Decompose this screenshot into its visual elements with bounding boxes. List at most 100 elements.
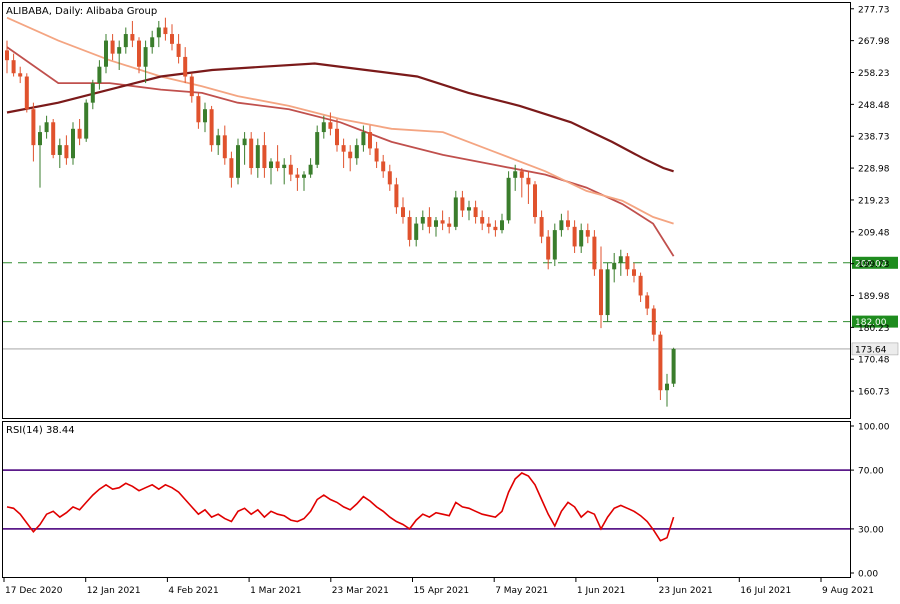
candle — [341, 138, 346, 169]
candle — [328, 112, 333, 136]
candle-body — [18, 73, 23, 77]
candle — [559, 213, 564, 237]
ma-line — [6, 16, 674, 225]
candle — [585, 223, 590, 244]
candle-body — [460, 197, 465, 211]
candle — [302, 171, 306, 191]
candle — [572, 220, 577, 253]
candle — [137, 37, 141, 74]
time-tick-label: 4 Feb 2021 — [168, 586, 218, 596]
candle — [645, 292, 650, 316]
candle-body — [5, 50, 9, 61]
candle — [236, 138, 240, 185]
candle-body — [592, 236, 597, 270]
candle — [90, 79, 95, 110]
candle — [44, 115, 49, 139]
rsi-tick-label: 100.00 — [858, 423, 890, 433]
time-tick-label: 23 Mar 2021 — [332, 586, 389, 596]
candle — [526, 171, 531, 204]
candle-body — [90, 83, 95, 103]
candle-body — [341, 145, 346, 152]
candle — [579, 223, 584, 253]
candle-body — [651, 308, 656, 335]
candle — [123, 27, 128, 54]
candle-body — [559, 220, 564, 231]
candle — [480, 210, 485, 231]
candle-body — [414, 223, 419, 240]
candle — [651, 305, 656, 342]
candle — [295, 168, 300, 191]
rsi-tick-label: 0.00 — [858, 570, 878, 580]
time-tick-label: 12 Jan 2021 — [87, 586, 141, 596]
moving-averages — [6, 16, 675, 257]
candle-body — [229, 158, 234, 178]
candle — [24, 73, 29, 113]
candle-body — [427, 217, 432, 227]
candle-body — [354, 145, 359, 159]
candle — [638, 272, 643, 302]
candle — [110, 34, 115, 61]
candle-body — [552, 230, 557, 260]
price-tick-label: 209.48 — [858, 228, 890, 238]
candle — [84, 99, 89, 142]
candle-body — [77, 128, 82, 139]
candle-body — [453, 197, 458, 227]
candle-body — [467, 207, 471, 211]
candle — [434, 217, 438, 237]
time-tick-label: 17 Dec 2020 — [5, 586, 63, 596]
candle — [394, 177, 399, 214]
candle-body — [526, 177, 531, 185]
rsi-line — [6, 472, 675, 542]
time-tick-label: 16 Jul 2021 — [740, 586, 791, 596]
candle — [222, 125, 227, 165]
candle — [209, 105, 214, 152]
candle-body — [104, 40, 108, 67]
candle — [447, 217, 452, 234]
candle-body — [473, 207, 478, 218]
candle — [506, 171, 511, 224]
candle — [381, 154, 386, 178]
candle — [671, 347, 676, 387]
candle — [321, 115, 326, 139]
candle — [420, 210, 425, 231]
candle — [288, 154, 293, 182]
candle — [665, 373, 669, 407]
candle-body — [170, 34, 174, 44]
candle — [519, 168, 524, 198]
candle-body — [236, 145, 240, 178]
candle-body — [44, 122, 49, 133]
candle-body — [500, 220, 504, 231]
price-axis: 277.73 267.98 258.23 248.48 238.73 228.98 219.… — [850, 5, 890, 398]
candle — [467, 200, 471, 221]
price-tick-label: 248.48 — [858, 101, 890, 111]
candle — [414, 217, 419, 247]
candle-body — [394, 184, 399, 208]
candle-body — [440, 220, 445, 224]
time-tick-label: 9 Aug 2021 — [822, 586, 874, 596]
candle-body — [196, 96, 201, 123]
candle-body — [57, 145, 62, 155]
candle — [407, 210, 412, 247]
candle-body — [130, 34, 135, 41]
candle — [64, 135, 69, 165]
candle — [368, 125, 372, 155]
candle — [163, 17, 168, 41]
candle-body — [618, 256, 623, 263]
time-tick-label: 1 Jun 2021 — [577, 586, 625, 596]
candle-body — [216, 135, 221, 146]
price-tick-label: 277.73 — [858, 5, 890, 15]
candle — [612, 252, 617, 283]
candle — [196, 92, 201, 129]
price-tick-label: 199.73 — [858, 260, 890, 270]
candle-body — [420, 217, 425, 224]
candle — [625, 252, 630, 276]
candle — [315, 125, 320, 169]
level-label: 200.00 — [855, 259, 887, 269]
candle — [566, 210, 570, 231]
time-tick-label: 1 Mar 2021 — [250, 586, 301, 596]
rsi-panel: 100.00 70.00 30.00 0.00 — [3, 423, 890, 580]
candle-body — [71, 128, 75, 159]
candle-body — [255, 145, 260, 169]
candle-body — [163, 27, 168, 35]
candle — [427, 207, 432, 234]
